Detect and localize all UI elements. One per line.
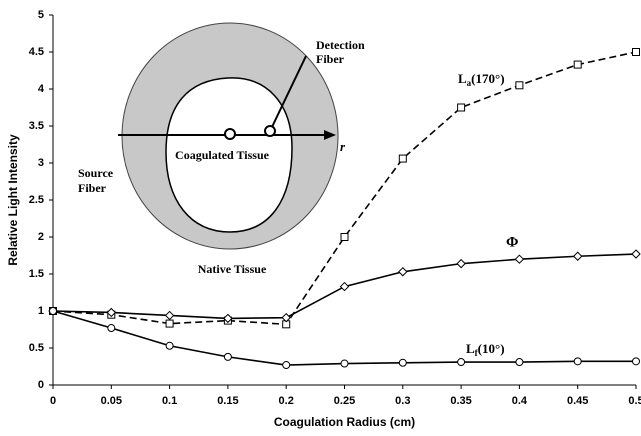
marker (631, 249, 641, 259)
x-tick-label: 0.15 (217, 395, 238, 407)
marker (398, 154, 407, 163)
annotation: r (340, 139, 346, 154)
y-tick-label: 3.5 (29, 120, 44, 132)
series-label: Lf(10°) (466, 341, 505, 358)
x-tick-label: 0.05 (101, 395, 122, 407)
marker (281, 312, 291, 323)
annotation: Fiber (316, 52, 345, 66)
marker (340, 359, 349, 368)
marker (398, 267, 408, 277)
marker (572, 251, 583, 261)
marker (223, 352, 232, 361)
marker (340, 233, 349, 241)
y-tick-label: 2 (38, 231, 44, 243)
series-line (52, 51, 637, 326)
y-tick-label: 4 (38, 83, 45, 95)
marker (164, 310, 175, 321)
y-tick-label: 0 (38, 379, 44, 391)
x-tick-label: 0.45 (567, 395, 588, 407)
detection-point (264, 125, 276, 137)
marker (223, 313, 233, 324)
marker (457, 358, 466, 367)
annotation: Coagulated Tissue (175, 148, 270, 162)
marker (165, 341, 174, 350)
marker (457, 103, 466, 112)
marker (398, 358, 407, 367)
detection-fiber (271, 55, 307, 128)
series-label: La(170°) (458, 71, 505, 88)
x-tick-label: 0.2 (279, 395, 294, 407)
marker (107, 324, 116, 333)
x-tick-label: 0.1 (162, 395, 177, 407)
x-tick-label: 0.35 (450, 395, 471, 407)
marker (165, 319, 174, 328)
annotation: Source (78, 166, 114, 180)
y-tick-label: 2.5 (29, 194, 44, 206)
marker (573, 60, 582, 69)
marker (515, 81, 524, 90)
marker (515, 358, 524, 367)
y-tick-label: 1 (38, 305, 44, 317)
marker (632, 48, 640, 56)
y-tick-label: 4.5 (29, 46, 44, 58)
coagulated-region (165, 77, 293, 233)
x-tick-label: 0 (50, 395, 56, 407)
x-tick-label: 0.3 (395, 395, 410, 407)
marker (106, 307, 117, 318)
inset-diagram (118, 22, 339, 250)
marker (514, 254, 525, 264)
marker (282, 361, 291, 370)
arrow-head (324, 130, 336, 140)
y-tick-label: 1.5 (29, 268, 44, 280)
annotation: Fiber (78, 181, 107, 195)
y-tick-label: 3 (38, 157, 44, 169)
y-axis-label: Relative Light Intensity (6, 134, 20, 266)
annotation: Native Tissue (198, 262, 267, 276)
marker (339, 281, 350, 292)
series-label: Φ (506, 234, 518, 250)
marker (632, 357, 640, 366)
x-tick-label: 0.4 (512, 395, 528, 407)
y-tick-label: 5 (38, 9, 44, 21)
x-axis-label: Coagulation Radius (cm) (274, 415, 415, 429)
series-line (52, 310, 636, 366)
marker (456, 258, 466, 269)
y-tick-label: 0.5 (29, 342, 44, 354)
x-tick-label: 0.25 (334, 395, 355, 407)
source-point (224, 128, 236, 140)
annotation: Detection (316, 38, 365, 52)
marker (573, 357, 582, 366)
x-tick-label: 0.5 (628, 395, 641, 407)
marker (49, 307, 57, 315)
